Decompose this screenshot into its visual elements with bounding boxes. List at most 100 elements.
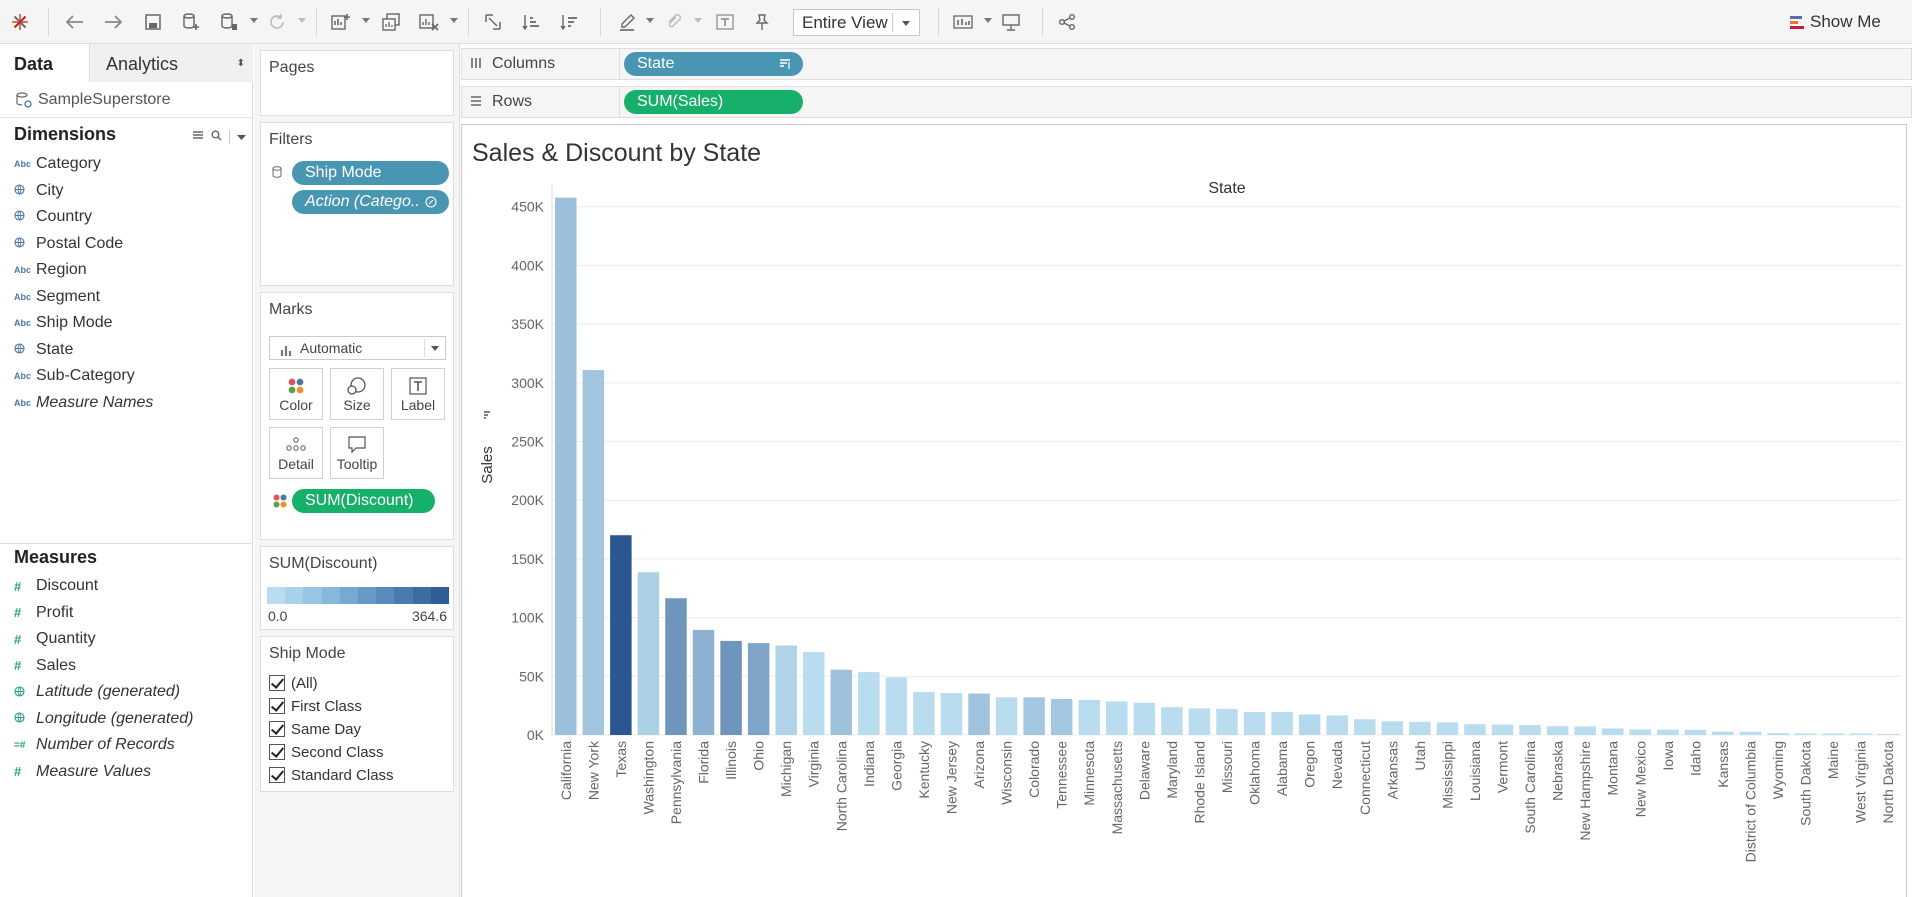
marks-label-button[interactable]: Label	[391, 368, 445, 420]
ship-mode-option[interactable]: (All)	[269, 673, 318, 693]
new-datasource-icon[interactable]	[178, 9, 204, 35]
view-mode-value: Entire View	[802, 12, 888, 32]
show-me-button[interactable]: Show Me	[1790, 10, 1881, 34]
x-tick-label: Texas	[613, 741, 629, 778]
measure-field[interactable]: # Sales	[14, 655, 76, 677]
filter-pill-action[interactable]: Action (Catego..	[292, 190, 449, 214]
presentation-mode-icon[interactable]	[998, 9, 1024, 35]
checkbox-checked[interactable]	[269, 698, 285, 714]
x-tick-label: Montana	[1605, 741, 1621, 796]
mark-type-dropdown[interactable]: Automatic	[269, 336, 446, 360]
show-me-label: Show Me	[1810, 12, 1881, 31]
show-hide-cards-icon[interactable]	[950, 9, 976, 35]
filters-shelf[interactable]: Filters Ship Mode Action (Catego..	[260, 122, 454, 286]
x-tick-label: South Dakota	[1798, 741, 1814, 826]
checkbox-checked[interactable]	[269, 767, 285, 783]
expand-icon: ⬍	[236, 58, 245, 69]
color-icon	[287, 377, 305, 398]
datasource-item[interactable]: SampleSuperstore	[0, 82, 252, 118]
dimension-field[interactable]: Abc Ship Mode	[14, 312, 113, 334]
redo-icon[interactable]	[100, 9, 126, 35]
dimension-field[interactable]: Postal Code	[14, 233, 123, 255]
save-icon[interactable]	[140, 9, 166, 35]
rows-label: Rows	[492, 93, 533, 110]
dimension-field[interactable]: Abc Measure Names	[14, 392, 153, 414]
bar-oregon	[1298, 714, 1321, 735]
rows-pill-sum-sales[interactable]: SUM(Sales)	[624, 90, 803, 114]
mark-type-value: Automatic	[300, 340, 363, 356]
marks-detail-button[interactable]: Detail	[269, 427, 323, 479]
marks-size-button[interactable]: Size	[330, 368, 384, 420]
ship-mode-option[interactable]: Second Class	[269, 742, 384, 762]
measure-field[interactable]: # Quantity	[14, 628, 96, 650]
view-mode-dropdown[interactable]: Entire View	[793, 9, 920, 36]
measure-field[interactable]: Latitude (generated)	[14, 681, 180, 703]
dimension-field[interactable]: Abc Region	[14, 259, 87, 281]
marks-size-label: Size	[343, 397, 371, 413]
refresh-icon[interactable]	[264, 9, 290, 35]
dimension-field[interactable]: Abc Segment	[14, 286, 100, 308]
checkbox-checked[interactable]	[269, 721, 285, 737]
show-mark-labels-icon[interactable]	[712, 9, 738, 35]
cards-column: Pages Filters Ship Mode Action (Catego..…	[254, 44, 460, 897]
marks-tooltip-button[interactable]: Tooltip	[330, 427, 384, 479]
measure-field-label: Measure Values	[36, 762, 152, 780]
new-worksheet-icon[interactable]	[328, 9, 354, 35]
chevron-down-icon[interactable]	[237, 128, 246, 146]
ship-mode-option[interactable]: First Class	[269, 696, 362, 716]
measure-field[interactable]: Longitude (generated)	[14, 708, 193, 730]
marks-color-button[interactable]: Color	[269, 368, 323, 420]
search-icon[interactable]	[211, 128, 222, 146]
checkbox-checked[interactable]	[269, 675, 285, 691]
sort-ascending-icon[interactable]	[518, 9, 544, 35]
dimension-field[interactable]: Abc Sub-Category	[14, 365, 135, 387]
bar-kentucky	[913, 692, 935, 735]
checkbox-checked[interactable]	[269, 744, 285, 760]
geo-type-icon	[14, 685, 36, 700]
marks-pill-sum-discount[interactable]: SUM(Discount)	[292, 489, 435, 513]
sort-descending-icon[interactable]	[556, 9, 582, 35]
x-tick-label: West Virginia	[1853, 741, 1869, 823]
dimension-field[interactable]: Country	[14, 206, 92, 228]
duplicate-sheet-icon[interactable]	[378, 9, 404, 35]
bar-mississippi	[1436, 722, 1459, 735]
x-tick-label: Vermont	[1495, 741, 1511, 793]
filter-pill-ship-mode[interactable]: Ship Mode	[292, 161, 449, 185]
measure-field[interactable]: =# Number of Records	[14, 734, 175, 756]
measure-field[interactable]: # Discount	[14, 575, 98, 597]
share-icon[interactable]	[1054, 9, 1080, 35]
dimension-field[interactable]: State	[14, 339, 73, 361]
dimension-field[interactable]: Abc Category	[14, 153, 101, 175]
ship-mode-option[interactable]: Standard Class	[269, 765, 394, 785]
dimension-field[interactable]: City	[14, 180, 64, 202]
group-members-icon[interactable]	[660, 9, 686, 35]
pages-shelf[interactable]: Pages	[260, 50, 454, 116]
color-legend-ramp	[267, 587, 450, 604]
measure-field[interactable]: # Profit	[14, 602, 73, 624]
dimension-field-label: Country	[36, 208, 93, 225]
tableau-logo-icon[interactable]	[8, 9, 32, 35]
measure-field[interactable]: # Measure Values	[14, 761, 151, 783]
pause-updates-icon[interactable]	[216, 9, 242, 35]
highlight-icon[interactable]	[614, 9, 640, 35]
columns-pill-label: State	[637, 55, 675, 72]
marks-label-label: Label	[400, 397, 436, 413]
ship-mode-option[interactable]: Same Day	[269, 719, 361, 739]
clear-sheet-icon[interactable]	[416, 9, 442, 35]
bar-chart-icon	[280, 343, 294, 356]
color-legend-swatch	[394, 587, 413, 604]
undo-icon[interactable]	[62, 9, 88, 35]
bar-tennessee	[1050, 699, 1073, 735]
bar-new-jersey	[940, 693, 963, 735]
fix-axes-icon[interactable]	[748, 9, 774, 35]
color-legend[interactable]: SUM(Discount) 0.0 364.6	[260, 546, 454, 630]
view-cards-icon[interactable]	[192, 128, 204, 146]
number-type-icon: #	[14, 631, 22, 647]
tab-analytics[interactable]: Analytics ⬍	[89, 44, 253, 82]
color-legend-swatch	[430, 587, 450, 604]
x-tick-label: New York	[585, 740, 601, 800]
columns-pill-state[interactable]: State	[624, 52, 803, 76]
tab-data[interactable]: Data	[0, 44, 89, 82]
swap-rows-columns-icon[interactable]	[480, 9, 506, 35]
filter-pill-action-label: Action (Catego..	[305, 193, 420, 210]
